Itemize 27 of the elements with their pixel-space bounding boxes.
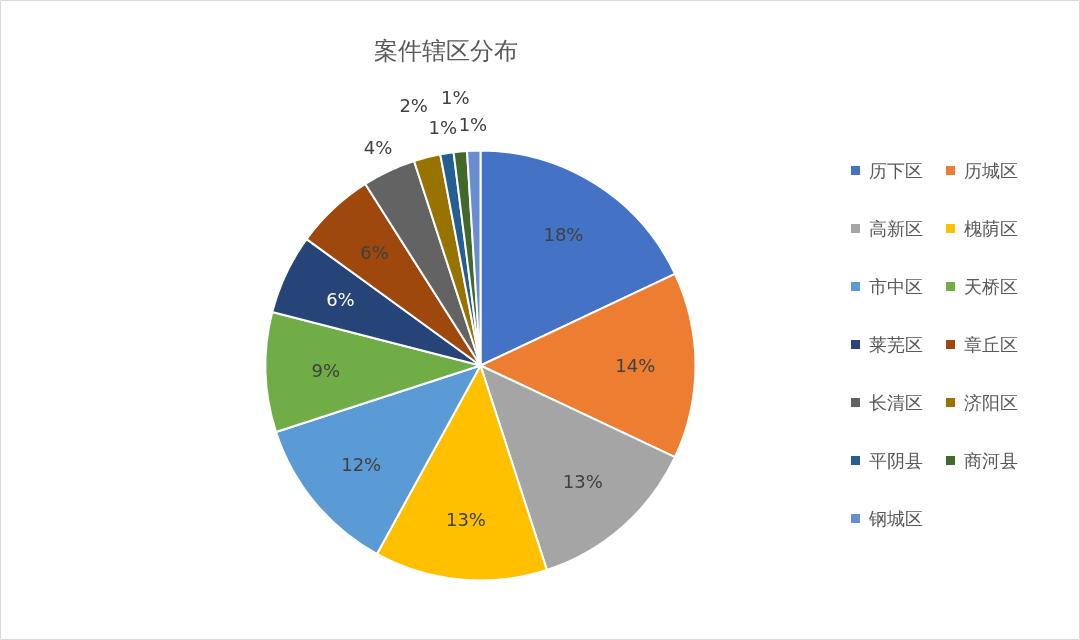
data-label: 1% [428, 117, 458, 139]
legend-label: 平阴县 [868, 450, 923, 471]
data-label: 13% [562, 471, 603, 493]
legend-label: 莱芜区 [868, 334, 923, 355]
data-label: 6% [360, 242, 389, 264]
legend-label: 商河县 [963, 450, 1018, 471]
data-label: 1% [440, 87, 470, 109]
data-label: 6% [326, 289, 355, 311]
legend-label: 钢城区 [867, 508, 923, 529]
data-label: 9% [311, 359, 341, 381]
data-label: 18% [543, 224, 584, 246]
legend-label: 市中区 [868, 276, 923, 297]
legend-label: 历下区 [868, 160, 923, 181]
legend-label: 天桥区 [963, 276, 1018, 297]
data-label: 1% [458, 114, 488, 136]
legend-label: 长清区 [868, 392, 923, 413]
chart-title: 案件辖区分布 [373, 36, 518, 65]
data-label: 4% [363, 137, 393, 159]
legend-label: 高新区 [868, 218, 923, 239]
data-label: 2% [399, 94, 428, 116]
legend-label: 历城区 [963, 160, 1018, 181]
legend-label: 济阳区 [963, 392, 1018, 413]
legend-label: 章丘区 [963, 334, 1018, 355]
data-label: 13% [445, 509, 486, 531]
data-label: 14% [615, 355, 656, 376]
legend-label: 槐荫区 [963, 218, 1018, 239]
data-label: 12% [341, 453, 382, 475]
